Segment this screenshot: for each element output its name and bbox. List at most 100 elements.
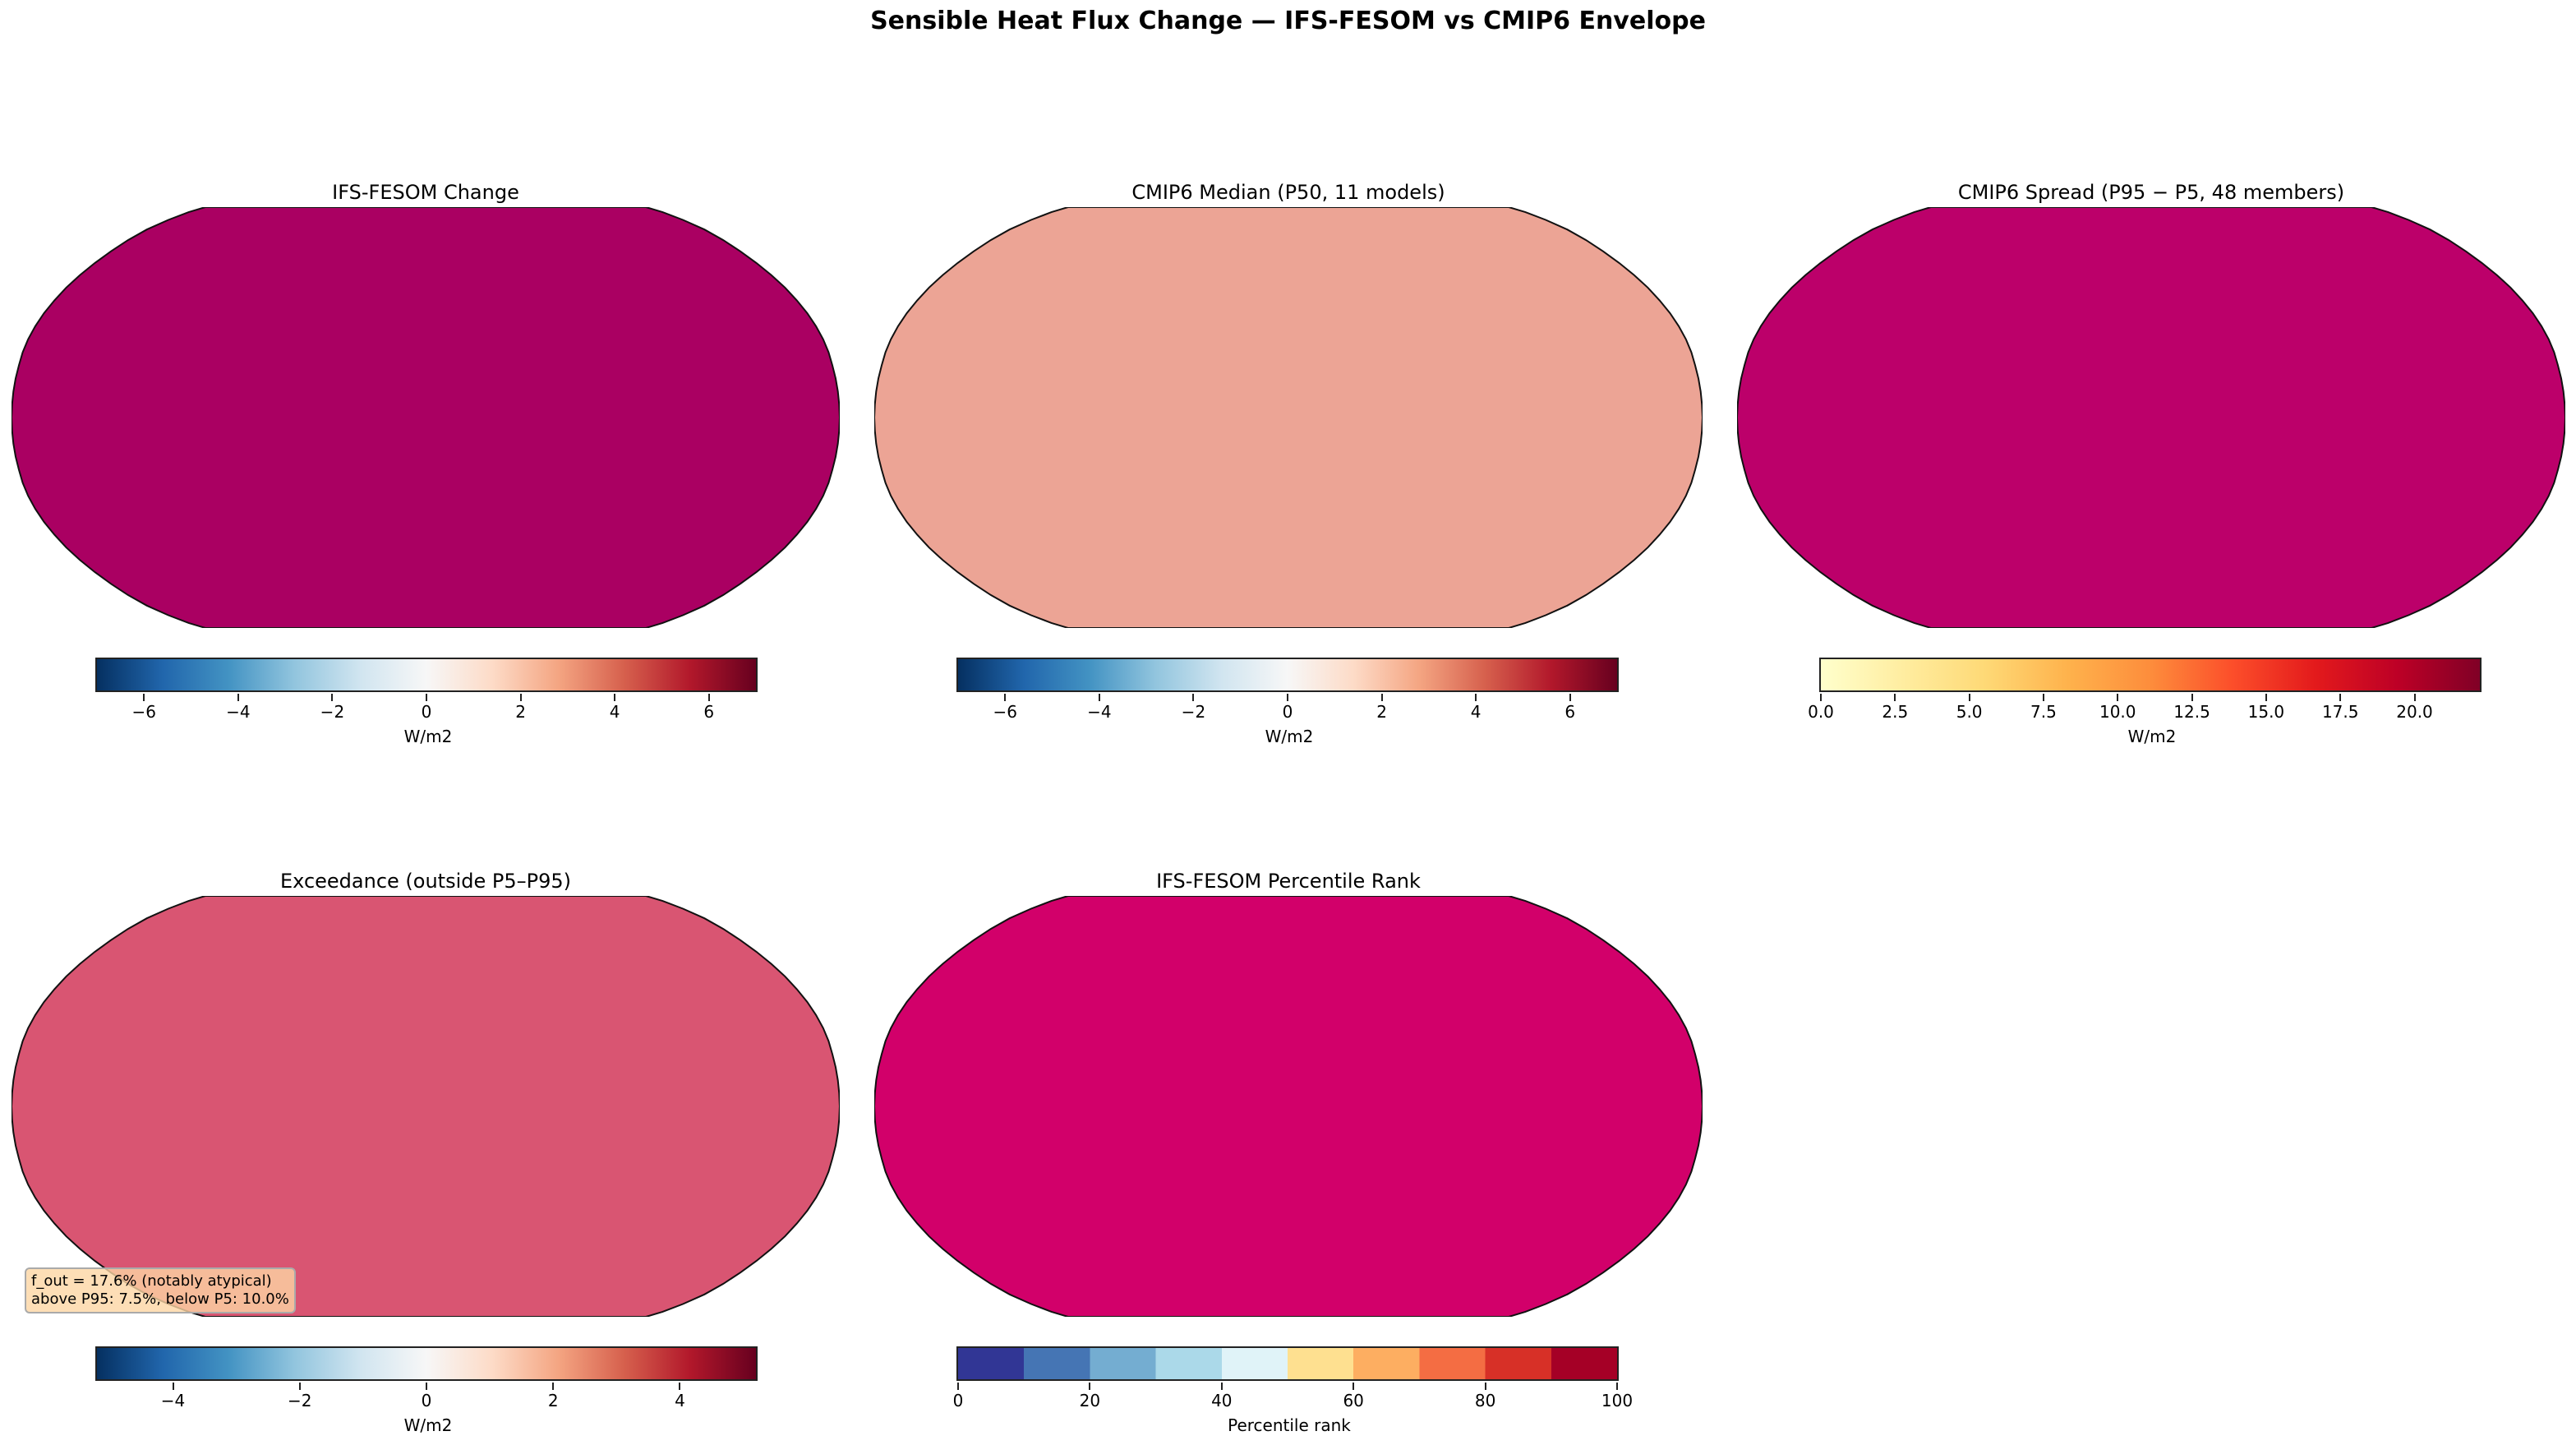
map-3 bbox=[1737, 207, 2565, 628]
map-boundary bbox=[874, 896, 1703, 1317]
colorbar-tick bbox=[1484, 1383, 1486, 1390]
colorbar-tick bbox=[172, 1383, 174, 1390]
colorbar-tick bbox=[1220, 1383, 1223, 1390]
colorbar-tick bbox=[1353, 1383, 1355, 1390]
colorbar-tick-label: 0 bbox=[952, 1391, 964, 1410]
map-field bbox=[874, 896, 1703, 1317]
colorbar: 0 20 40 60 80 100 Percentile rank bbox=[953, 1346, 1633, 1435]
colorbar-tick bbox=[2339, 694, 2342, 701]
colorbar-tick bbox=[957, 1383, 959, 1390]
panel-title: CMIP6 Median (P50, 11 models) bbox=[1131, 181, 1445, 204]
colorbar-tick-label: 0 bbox=[421, 702, 432, 722]
colorbar-tick-label: 0 bbox=[421, 1391, 432, 1410]
colorbar-tick bbox=[2042, 694, 2044, 701]
colorbar-tick-label: −4 bbox=[226, 702, 251, 722]
colorbar-tick-label: 40 bbox=[1211, 1391, 1233, 1410]
colorbar-tick-label: 2 bbox=[547, 1391, 559, 1410]
colorbar-tick-label: 2.5 bbox=[1882, 702, 1909, 722]
colorbar-label: W/m2 bbox=[1265, 727, 1314, 746]
colorbar-tick-label: 20.0 bbox=[2396, 702, 2433, 722]
colorbar-tick bbox=[552, 1383, 555, 1390]
colorbar-tick-label: −2 bbox=[320, 702, 345, 722]
colorbar-label: W/m2 bbox=[403, 727, 453, 746]
colorbar-tick-label: −4 bbox=[1087, 702, 1112, 722]
map-1 bbox=[12, 207, 840, 628]
colorbar-tick-label: 12.5 bbox=[2173, 702, 2210, 722]
colorbar-tick-label: −4 bbox=[160, 1391, 186, 1410]
colorbar-tick bbox=[1192, 694, 1195, 701]
colorbar-tick bbox=[298, 1383, 301, 1390]
colorbar-tick bbox=[707, 694, 710, 701]
map-field bbox=[1737, 207, 2565, 628]
colorbar-label: Percentile rank bbox=[1228, 1415, 1351, 1435]
colorbar-tick-label: 6 bbox=[703, 702, 715, 722]
colorbar-tick bbox=[426, 694, 427, 701]
colorbar-tick bbox=[614, 694, 616, 701]
map-field bbox=[12, 207, 840, 628]
annotation-line-2: above P95: 7.5%, below P5: 10.0% bbox=[31, 1290, 289, 1308]
colorbar-tick-label: 0.0 bbox=[1808, 702, 1834, 722]
colorbar-tick-label: 7.5 bbox=[2030, 702, 2057, 722]
colorbar-tick bbox=[331, 694, 334, 701]
colorbar-tick-label: 10.0 bbox=[2099, 702, 2136, 722]
colorbar-tick bbox=[1380, 694, 1383, 701]
colorbar-tick-label: 15.0 bbox=[2247, 702, 2285, 722]
colorbar-tick-label: 60 bbox=[1343, 1391, 1364, 1410]
exceedance-annotation-box: f_out = 17.6% (notably atypical) above P… bbox=[25, 1267, 296, 1313]
panel-title: CMIP6 Spread (P95 − P5, 48 members) bbox=[1957, 181, 2345, 204]
colorbar: 0.0 2.5 5.0 7.5 10.0 12.5 15.0 17.5 20.0 W/m2 bbox=[1808, 658, 2482, 746]
map-5 bbox=[874, 896, 1703, 1317]
colorbar-tick bbox=[237, 694, 239, 701]
colorbar-tick bbox=[1616, 1383, 1618, 1390]
colorbar-tick-label: −2 bbox=[1181, 702, 1206, 722]
colorbar-tick bbox=[1004, 694, 1007, 701]
colorbar-tick bbox=[1098, 694, 1100, 701]
colorbar: −6 −4 −2 0 2 4 6 W/m2 bbox=[95, 658, 758, 746]
colorbar-tick-label: 6 bbox=[1564, 702, 1576, 722]
map-field bbox=[12, 896, 840, 1317]
colorbar-tick bbox=[2191, 694, 2193, 701]
colorbar-tick-label: 80 bbox=[1474, 1391, 1496, 1410]
panel-title: IFS-FESOM Change bbox=[332, 181, 519, 204]
colorbar-tick bbox=[1475, 694, 1477, 701]
colorbar-tick bbox=[2265, 694, 2267, 701]
panel-title: IFS-FESOM Percentile Rank bbox=[1156, 870, 1421, 893]
colorbar-tick bbox=[519, 694, 522, 701]
colorbar-tick bbox=[1820, 694, 1822, 701]
colorbar-tick-label: 4 bbox=[675, 1391, 685, 1410]
colorbar-tick bbox=[1089, 1383, 1091, 1390]
map-boundary bbox=[12, 207, 840, 628]
map-2 bbox=[874, 207, 1703, 628]
map-boundary bbox=[12, 896, 840, 1317]
colorbar: −6 −4 −2 0 2 4 6 W/m2 bbox=[956, 658, 1619, 746]
colorbar-tick-label: 17.5 bbox=[2321, 702, 2359, 722]
map-boundary bbox=[1737, 207, 2565, 628]
colorbar-tick bbox=[2117, 694, 2119, 701]
colorbar-tick bbox=[1968, 694, 1970, 701]
colorbar-tick-label: 2 bbox=[515, 702, 526, 722]
map-boundary bbox=[874, 207, 1703, 628]
colorbar-tick bbox=[143, 694, 145, 701]
colorbar-tick-label: −6 bbox=[993, 702, 1018, 722]
colorbar-tick-label: 0 bbox=[1282, 702, 1293, 722]
colorbar-tick bbox=[1569, 694, 1571, 701]
colorbar-tick-label: 4 bbox=[1470, 702, 1482, 722]
colorbar-tick bbox=[2413, 694, 2416, 701]
colorbar-tick-label: 2 bbox=[1376, 702, 1387, 722]
map-4 bbox=[12, 896, 840, 1317]
colorbar-label: W/m2 bbox=[2127, 727, 2177, 746]
colorbar-tick-label: 5.0 bbox=[1956, 702, 1983, 722]
map-field bbox=[874, 207, 1703, 628]
colorbar-tick-label: −2 bbox=[288, 1391, 312, 1410]
colorbar-tick-label: 100 bbox=[1601, 1391, 1634, 1410]
colorbar-tick bbox=[1894, 694, 1896, 701]
colorbar: −4 −2 0 2 4 W/m2 bbox=[95, 1346, 758, 1435]
colorbar-label: W/m2 bbox=[403, 1415, 453, 1435]
panel-title: Exceedance (outside P5–P95) bbox=[280, 870, 571, 893]
colorbar-tick bbox=[679, 1383, 681, 1390]
colorbar-tick-label: 20 bbox=[1079, 1391, 1101, 1410]
colorbar-tick bbox=[1287, 694, 1288, 701]
colorbar-tick bbox=[426, 1383, 427, 1390]
figure-title: Sensible Heat Flux Change — IFS-FESOM vs… bbox=[870, 7, 1706, 35]
colorbar-tick-label: 4 bbox=[609, 702, 620, 722]
